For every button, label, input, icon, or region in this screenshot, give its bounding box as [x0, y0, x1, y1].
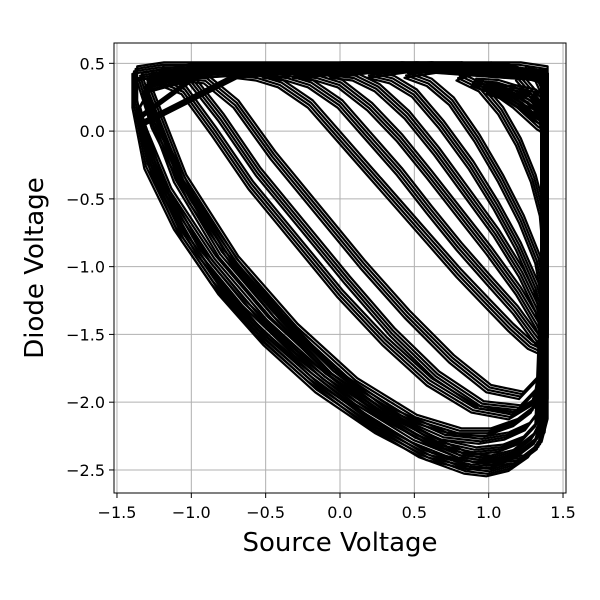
- y-axis-label: Diode Voltage: [20, 177, 50, 358]
- y-tick-label: −2.5: [66, 461, 105, 480]
- y-tick-label: −2.0: [66, 393, 105, 412]
- plot-area: [131, 61, 549, 478]
- x-tick-label: −1.0: [172, 503, 211, 522]
- series-line: [174, 67, 544, 398]
- series-line: [403, 68, 544, 306]
- x-tick-label: 0.0: [327, 503, 352, 522]
- y-tick-label: 0.5: [80, 54, 105, 73]
- y-tick-label: 0.0: [80, 122, 105, 141]
- x-tick-label: 1.5: [550, 503, 575, 522]
- series-line: [457, 66, 546, 249]
- series-line: [458, 63, 548, 247]
- x-axis-label: Source Voltage: [242, 528, 437, 558]
- x-tick-label: 0.5: [402, 503, 427, 522]
- y-tick-label: −1.0: [66, 258, 105, 277]
- x-tick-label: −1.5: [98, 503, 137, 522]
- x-tick-label: −0.5: [246, 503, 285, 522]
- y-tick-label: −0.5: [66, 190, 105, 209]
- x-tick-label: 1.0: [476, 503, 501, 522]
- series-line: [455, 68, 544, 252]
- series-line: [519, 65, 548, 129]
- y-tick-label: −1.5: [66, 325, 105, 344]
- axis-ticks: −1.5 −1.0 −0.5 0.0 0.5 1.0 1.5 0.5 0.0 −0.5 −1.0 −1…: [66, 54, 576, 522]
